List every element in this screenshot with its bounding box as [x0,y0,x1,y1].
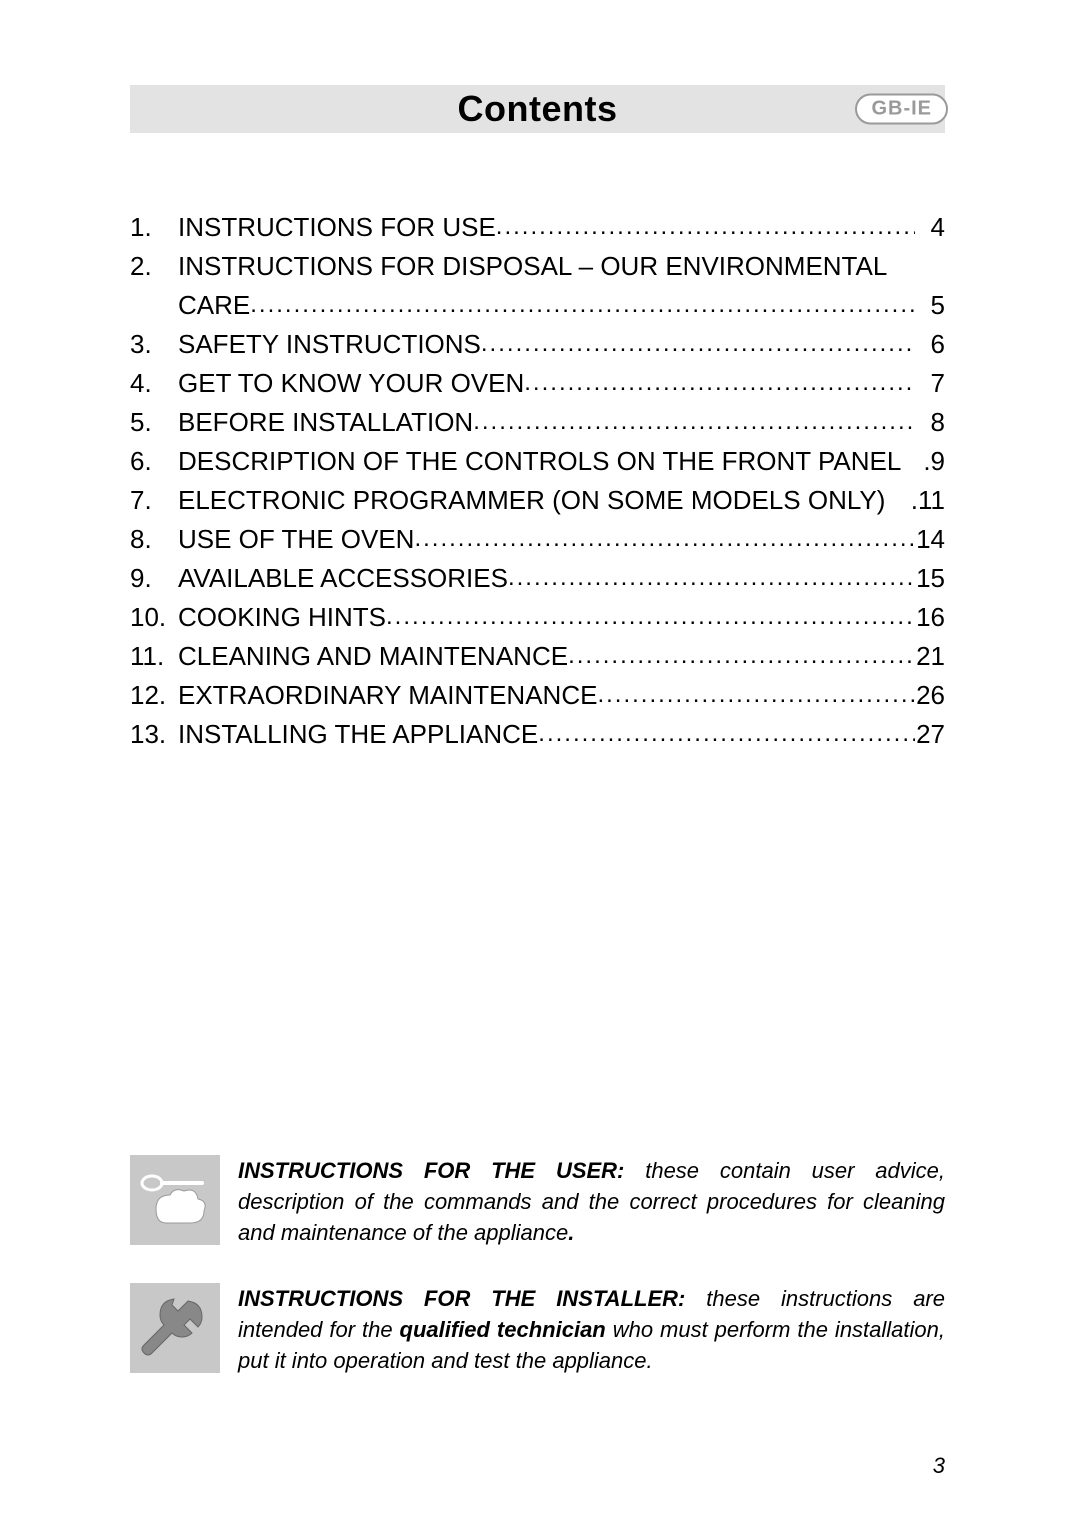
page-number: 3 [933,1453,945,1479]
toc-entry-continuation: CARE 5 [130,286,945,325]
toc-page: .9 [915,442,945,481]
language-badge-wrap: GB-IE [855,94,948,125]
installer-instructions-block: INSTRUCTIONS FOR THE INSTALLER: these in… [130,1283,945,1376]
toc-page: 8 [915,403,945,442]
toc-title: INSTRUCTIONS FOR DISPOSAL – OUR ENVIRONM… [178,247,887,286]
toc-title: SAFETY INSTRUCTIONS [178,325,481,364]
toc-entry: 2.INSTRUCTIONS FOR DISPOSAL – OUR ENVIRO… [130,247,945,286]
toc-leader [414,527,915,551]
toc-page: 15 [915,559,945,598]
toc-title: AVAILABLE ACCESSORIES [178,559,508,598]
toc-entry: 12.EXTRAORDINARY MAINTENANCE 26 [130,676,945,715]
toc-number: 5. [130,403,178,442]
toc-number: 1. [130,208,178,247]
toc-title: ELECTRONIC PROGRAMMER (ON SOME MODELS ON… [178,481,885,520]
toc-number: 12. [130,676,178,715]
toc-number: 13. [130,715,178,754]
toc-leader [496,215,915,239]
toc-title: CLEANING AND MAINTENANCE [178,637,568,676]
toc-title: BEFORE INSTALLATION [178,403,473,442]
toc-title-cont: CARE [178,286,250,325]
toc-page: 16 [915,598,945,637]
user-instructions-trail: . [568,1220,574,1245]
toc-entry: 3.SAFETY INSTRUCTIONS 6 [130,325,945,364]
page-container: Contents GB-IE 1.INSTRUCTIONS FOR USE42.… [0,0,1080,1529]
toc-page: 14 [915,520,945,559]
toc-page: 21 [915,637,945,676]
toc-entry: 5.BEFORE INSTALLATION 8 [130,403,945,442]
user-instructions-block: INSTRUCTIONS FOR THE USER: these contain… [130,1155,945,1248]
toc-title: DESCRIPTION OF THE CONTROLS ON THE FRONT… [178,442,901,481]
wrench-icon [130,1283,220,1373]
toc-number: 11. [130,637,178,676]
toc-entry: 7.ELECTRONIC PROGRAMMER (ON SOME MODELS … [130,481,945,520]
toc-number: 2. [130,247,178,286]
toc-entry: 11.CLEANING AND MAINTENANCE 21 [130,637,945,676]
toc-leader [508,566,915,590]
toc-number: 8. [130,520,178,559]
toc-page: 7 [915,364,945,403]
toc-title: EXTRAORDINARY MAINTENANCE [178,676,597,715]
installer-instructions-qt: qualified technician [400,1317,606,1342]
toc-page: 27 [915,715,945,754]
toc-page: 4 [915,208,945,247]
toc-leader [473,410,915,434]
toc-leader [597,683,915,707]
toc-number: 3. [130,325,178,364]
toc-leader [250,293,915,317]
toc-title: COOKING HINTS [178,598,386,637]
toc-number: 7. [130,481,178,520]
chef-hat-spoon-icon [130,1155,220,1245]
toc-leader [538,722,915,746]
toc-entry: 4.GET TO KNOW YOUR OVEN 7 [130,364,945,403]
toc-entry: 1.INSTRUCTIONS FOR USE 4 [130,208,945,247]
toc-entry: 8.USE OF THE OVEN 14 [130,520,945,559]
toc-entry: 9.AVAILABLE ACCESSORIES 15 [130,559,945,598]
header-bar: Contents GB-IE [130,85,945,133]
user-instructions-lead: INSTRUCTIONS FOR THE USER: [238,1158,624,1183]
toc-leader [386,605,915,629]
toc-title: USE OF THE OVEN [178,520,414,559]
toc-title: GET TO KNOW YOUR OVEN [178,364,524,403]
toc-page: 5 [915,286,945,325]
toc-number: 9. [130,559,178,598]
installer-instructions-text: INSTRUCTIONS FOR THE INSTALLER: these in… [238,1283,945,1376]
toc-number: 6. [130,442,178,481]
toc-title: INSTRUCTIONS FOR USE [178,208,496,247]
toc-number: 4. [130,364,178,403]
toc-leader [524,371,915,395]
toc-title: INSTALLING THE APPLIANCE [178,715,538,754]
toc-page: 26 [915,676,945,715]
page-title: Contents [458,88,618,130]
user-instructions-text: INSTRUCTIONS FOR THE USER: these contain… [238,1155,945,1248]
installer-instructions-lead: INSTRUCTIONS FOR THE INSTALLER: [238,1286,685,1311]
toc-page: .11 [911,481,945,520]
toc-leader [568,644,915,668]
info-section: INSTRUCTIONS FOR THE USER: these contain… [130,1155,945,1411]
toc-entry: 10.COOKING HINTS 16 [130,598,945,637]
toc-entry: 13.INSTALLING THE APPLIANCE 27 [130,715,945,754]
toc-leader [481,332,915,356]
toc-entry: 6.DESCRIPTION OF THE CONTROLS ON THE FRO… [130,442,945,481]
toc-page: 6 [915,325,945,364]
table-of-contents: 1.INSTRUCTIONS FOR USE42.INSTRUCTIONS FO… [130,208,945,754]
toc-number: 10. [130,598,178,637]
language-badge: GB-IE [855,94,948,125]
